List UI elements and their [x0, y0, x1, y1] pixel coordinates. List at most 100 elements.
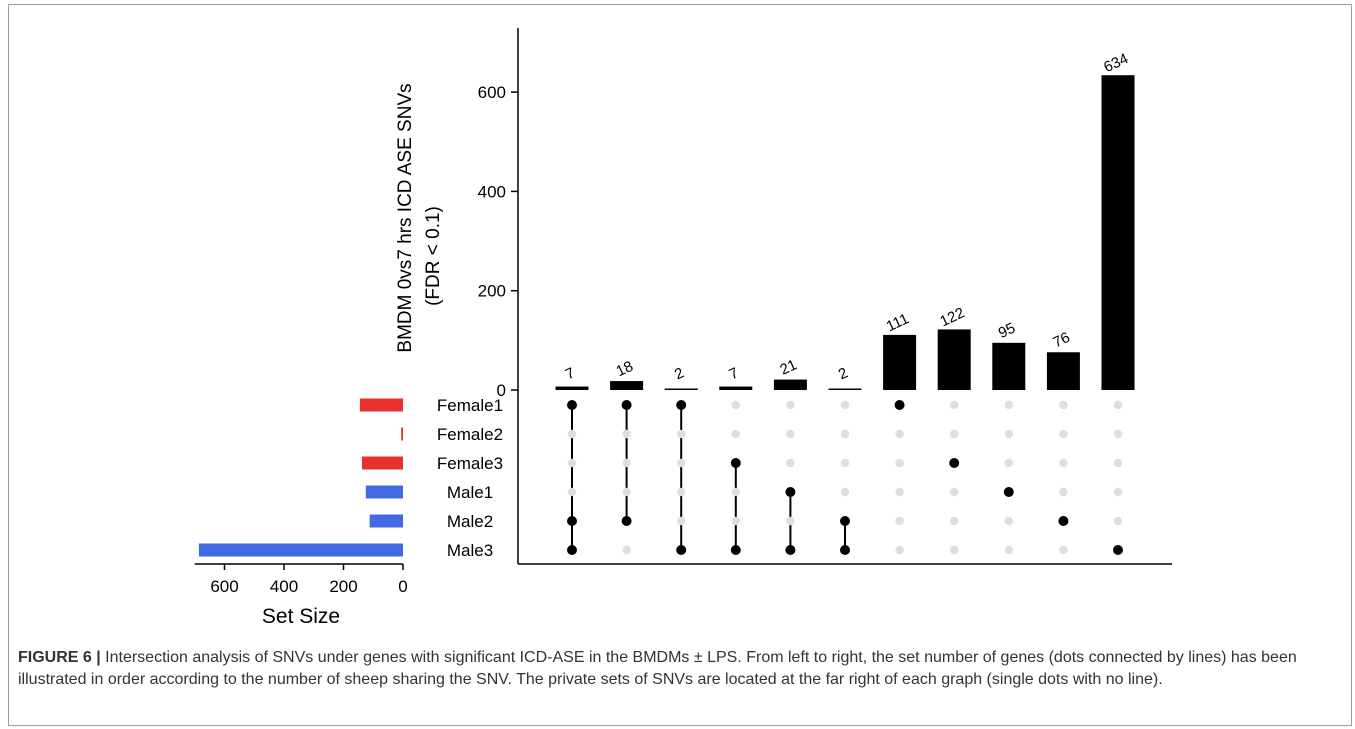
intersection-bar: [555, 386, 589, 390]
figure-label: FIGURE 6 |: [18, 649, 101, 666]
set-size-bar: [365, 485, 403, 499]
matrix-dot-inactive: [622, 487, 631, 497]
set-name-label: Male1: [447, 483, 493, 502]
set-size-tick-label: 200: [329, 577, 357, 596]
matrix-dot-active: [676, 400, 687, 410]
matrix-dot-inactive: [622, 429, 631, 439]
intersection-value-label: 7: [563, 364, 578, 383]
intersection-value-label: 95: [996, 320, 1018, 342]
set-size-bar: [198, 543, 403, 557]
intersection-bar: [883, 334, 917, 390]
y-tick-label: 600: [478, 83, 506, 102]
intersection-bar: [719, 386, 753, 390]
matrix-dot-inactive: [1113, 400, 1123, 410]
upset-chart: 0 200 400 600 BMDM 0vs7 hrs ICD ASE SNVs (FDR…: [194, 28, 1172, 628]
intersection-bar: [1101, 75, 1135, 391]
intersection-value-label: 76: [1050, 329, 1072, 351]
set-size-tick-label: 400: [270, 577, 298, 596]
matrix-dot-inactive: [895, 516, 904, 526]
matrix-dot-active: [567, 400, 577, 410]
matrix-dot-inactive: [895, 429, 904, 439]
caption-text: Intersection analysis of SNVs under gene…: [18, 649, 1297, 688]
matrix-dot-inactive: [677, 487, 686, 497]
matrix-dot-inactive: [677, 429, 686, 439]
y-axis-title: BMDM 0vs7 hrs ICD ASE SNVs: [395, 83, 416, 352]
set-name-label: Female2: [437, 425, 503, 444]
intersection-bar: [937, 329, 971, 390]
matrix-dot-inactive: [950, 516, 959, 526]
set-size-axis-title: Set Size: [262, 605, 340, 628]
intersection-bar: [992, 342, 1026, 390]
set-name-label: Male3: [447, 541, 493, 560]
matrix-dot-active: [894, 400, 905, 410]
matrix-dot-inactive: [840, 487, 850, 497]
matrix-dot-inactive: [731, 429, 740, 439]
y-tick-label: 400: [478, 182, 506, 201]
y-axis-subtitle: (FDR < 0.1): [423, 206, 444, 306]
intersection-bar: [773, 379, 807, 390]
matrix-dot-inactive: [840, 458, 850, 468]
figure-caption: FIGURE 6 | Intersection analysis of SNVs…: [18, 647, 1340, 691]
set-size-bar: [369, 514, 403, 528]
intersection-value-label: 2: [836, 364, 851, 383]
matrix-dot-inactive: [1059, 545, 1068, 555]
matrix-dot-inactive: [677, 458, 686, 468]
matrix-dot-inactive: [786, 429, 795, 439]
matrix-dot-inactive: [567, 487, 577, 497]
matrix-dot-active: [840, 516, 850, 526]
matrix-dot-inactive: [1113, 429, 1123, 439]
matrix-dot-active: [949, 458, 960, 468]
matrix-dot-inactive: [731, 400, 740, 410]
matrix-dot-inactive: [1004, 429, 1013, 439]
matrix-dot-active: [567, 516, 577, 526]
matrix-dot-inactive: [895, 545, 904, 555]
matrix-dot-inactive: [786, 516, 795, 526]
intersection-value-label: 18: [614, 358, 636, 380]
intersection-bar: [1046, 352, 1080, 390]
figure-frame: [8, 4, 1352, 726]
intersection-bar: [610, 381, 644, 390]
matrix-dot-inactive: [677, 516, 686, 526]
intersection-value-label: 7: [727, 364, 742, 383]
matrix-dot-inactive: [1113, 516, 1123, 526]
matrix-dot-inactive: [895, 458, 904, 468]
matrix-dot-active: [1003, 487, 1014, 497]
set-size-bar: [401, 427, 403, 441]
intersection-value-label: 634: [1101, 50, 1131, 76]
matrix-dot-active: [730, 545, 741, 555]
matrix-dot-active: [676, 545, 687, 555]
y-tick-label: 200: [478, 282, 506, 301]
intersection-value-label: 2: [672, 364, 687, 383]
matrix-dot-inactive: [567, 458, 577, 468]
matrix-dot-inactive: [786, 400, 795, 410]
matrix-dot-inactive: [1004, 458, 1013, 468]
matrix-dot-active: [1058, 516, 1069, 526]
matrix-dot-inactive: [840, 400, 850, 410]
set-size-tick-label: 0: [398, 577, 407, 596]
matrix-dot-active: [567, 545, 577, 555]
matrix-dot-inactive: [1004, 545, 1013, 555]
matrix-dot-inactive: [1113, 487, 1123, 497]
matrix-dot-inactive: [950, 487, 959, 497]
intersection-value-label: 122: [937, 304, 967, 330]
matrix-dot-inactive: [840, 429, 850, 439]
matrix-dot-inactive: [895, 487, 904, 497]
intersection-bar: [664, 388, 698, 390]
matrix-dot-inactive: [1059, 400, 1068, 410]
matrix-dot-active: [840, 545, 850, 555]
matrix-dot-active: [1113, 545, 1123, 555]
matrix-dot-inactive: [950, 545, 959, 555]
matrix-dot-inactive: [1059, 458, 1068, 468]
matrix-dot-inactive: [1004, 516, 1013, 526]
set-size-bar: [359, 398, 403, 412]
intersection-bar: [828, 388, 862, 390]
matrix-dot-active: [785, 545, 796, 555]
y-tick-label: 0: [497, 381, 506, 400]
matrix-dot-inactive: [622, 458, 631, 468]
intersection-value-label: 21: [777, 356, 799, 378]
matrix-dot-inactive: [1059, 487, 1068, 497]
set-name-label: Female1: [437, 396, 503, 415]
matrix-dot-inactive: [1004, 400, 1013, 410]
matrix-dot-inactive: [731, 487, 740, 497]
matrix-dot-active: [785, 487, 796, 497]
